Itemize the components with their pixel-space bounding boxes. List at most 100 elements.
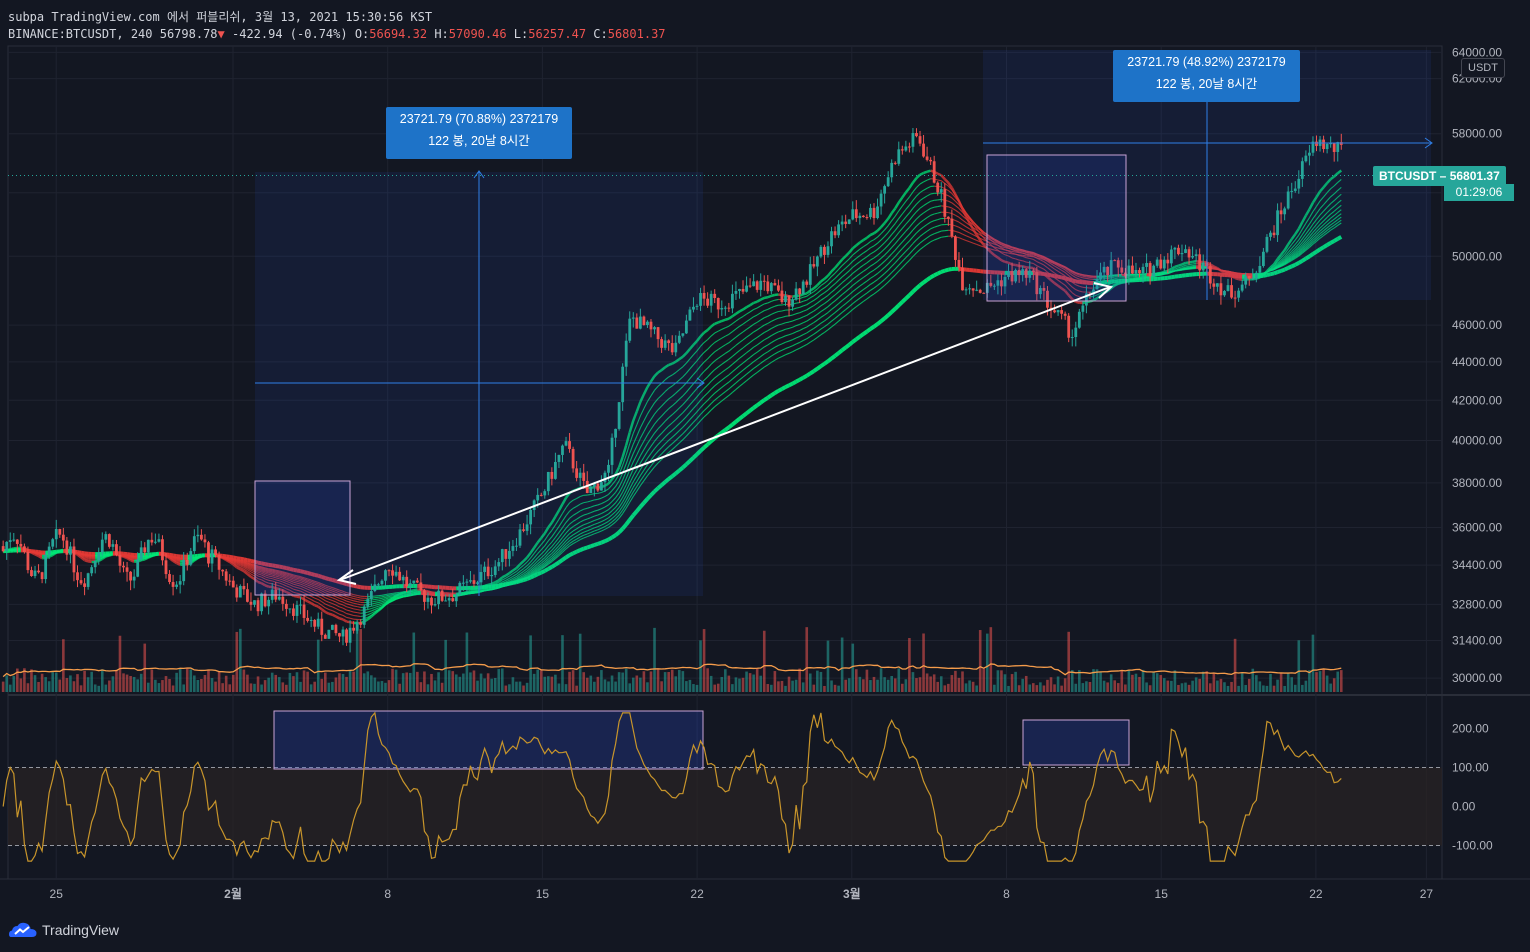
volume-bar [292, 676, 295, 692]
volume-bar [1116, 683, 1120, 692]
ema-segment [826, 356, 833, 363]
ema-segment [328, 605, 333, 608]
volume-bar [1205, 671, 1209, 692]
ema-segment [1277, 262, 1282, 267]
ema-segment [236, 566, 241, 571]
ema-segment [724, 425, 731, 432]
ema-segment [261, 579, 266, 583]
ema-segment [1291, 239, 1296, 245]
ema-segment [696, 365, 701, 371]
ema-segment [657, 415, 662, 421]
ema-segment [685, 378, 691, 384]
ema-segment [321, 595, 326, 599]
ema-segment [257, 578, 262, 581]
ema-segment [1312, 228, 1317, 233]
ema-segment [746, 334, 751, 338]
ema-segment [884, 232, 889, 237]
ema-segment [512, 573, 517, 577]
volume-bar [40, 673, 44, 692]
ema-segment [714, 339, 719, 343]
ema-segment [250, 567, 255, 570]
ema-segment [1269, 263, 1275, 269]
volume-bar [1159, 675, 1163, 692]
ema-segment [661, 391, 666, 396]
ema-segment [870, 257, 875, 261]
ema-segment [919, 212, 924, 217]
ema-segment [809, 369, 815, 376]
volume-bar [207, 669, 210, 692]
ema-segment [824, 294, 829, 299]
ema-segment [834, 274, 839, 279]
ema-segment [643, 434, 648, 442]
volume-bar [525, 682, 529, 692]
ema-segment [859, 246, 864, 250]
ema-segment [742, 321, 747, 325]
volume-bar [621, 672, 624, 692]
ema-segment [257, 573, 262, 576]
ema-segment [728, 323, 733, 327]
ema-segment [844, 343, 851, 350]
ema-segment [833, 351, 840, 358]
ema-segment [1001, 252, 1006, 256]
ema-segment [760, 310, 765, 314]
ema-segment [1026, 257, 1030, 260]
ema-segment [1305, 217, 1310, 224]
volume-bar [589, 675, 593, 692]
ema-segment [1142, 275, 1147, 277]
volume-bar [759, 675, 763, 692]
ema-segment [926, 185, 931, 189]
ema-segment [646, 429, 652, 436]
volume-bar [306, 671, 309, 692]
ema-segment [873, 254, 878, 259]
ema-segment [537, 544, 542, 550]
ema-segment [530, 557, 535, 563]
ema-segment [756, 326, 762, 331]
ema-segment [544, 553, 549, 558]
volume-bar [1124, 684, 1127, 692]
ema-segment [1316, 214, 1321, 220]
ema-segment [324, 610, 330, 615]
ema-segment [257, 571, 262, 574]
ema-segment [908, 181, 914, 189]
ema-segment [1326, 208, 1332, 214]
ema-segment [795, 317, 800, 321]
ema-segment [796, 306, 800, 309]
volume-bar [416, 671, 419, 692]
ema-segment [940, 174, 946, 180]
ema-segment [859, 264, 864, 269]
ema-segment [866, 247, 871, 252]
volume-bar [1056, 676, 1060, 692]
ema-segment [172, 553, 177, 559]
ema-segment [526, 552, 532, 559]
ema-segment [268, 579, 273, 582]
time-tick-label: 8 [384, 887, 391, 901]
ema-segment [764, 315, 769, 319]
ema-segment [976, 227, 981, 231]
ema-segment [844, 251, 851, 257]
ema-segment [1284, 259, 1289, 263]
ema-segment [1319, 210, 1324, 216]
ema-segment [264, 571, 269, 574]
ema-segment [1036, 261, 1041, 264]
ema-segment [880, 242, 886, 247]
ema-segment [1337, 193, 1342, 198]
ema-segment [537, 562, 542, 567]
ema-segment [1337, 186, 1342, 191]
ema-segment [675, 407, 680, 412]
time-tick-label: 8 [1003, 887, 1010, 901]
ema-segment [530, 564, 535, 569]
ema-segment [625, 476, 631, 486]
ema-segment [890, 207, 897, 214]
ema-segment [1064, 269, 1070, 274]
ema-segment [1323, 192, 1328, 198]
ema-segment [717, 346, 723, 350]
ema-segment [392, 598, 397, 601]
ema-segment [551, 541, 556, 547]
ema-segment [1284, 257, 1289, 262]
ema-segment [529, 547, 536, 554]
ema-segment [1089, 295, 1094, 298]
ema-segment [1064, 290, 1070, 297]
ema-segment [749, 309, 754, 313]
ema-segment [590, 493, 595, 495]
